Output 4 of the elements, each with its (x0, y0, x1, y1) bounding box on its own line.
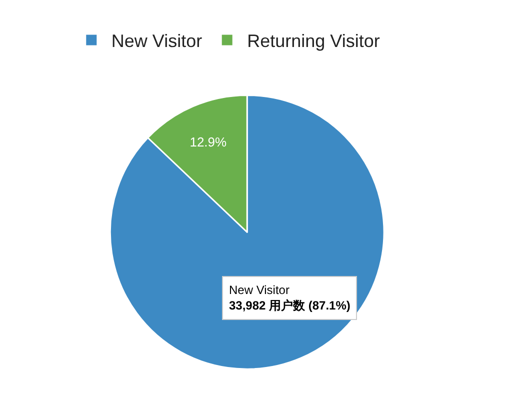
text: New Visitor 33,982 用户数 (87.1%) (229, 283, 350, 313)
data-label: 12.9% (190, 134, 228, 150)
legend-label: Returning Visitor (247, 31, 380, 52)
legend-label: New Visitor (111, 31, 202, 52)
